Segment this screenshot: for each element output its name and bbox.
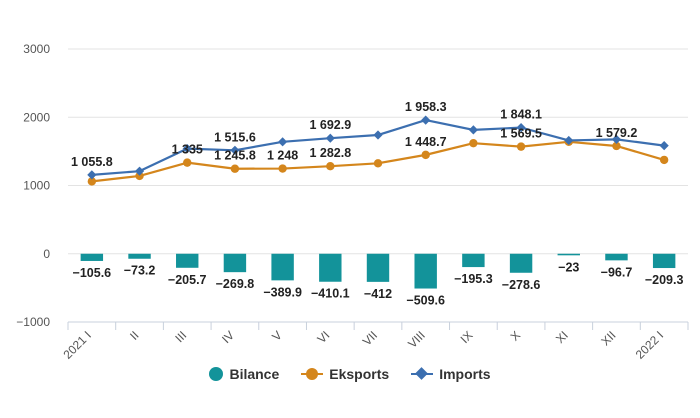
bilance-data-label: −105.6 bbox=[73, 266, 112, 280]
eksports-data-label: 1 245.8 bbox=[214, 149, 256, 163]
x-tick-label: 2021 I bbox=[60, 328, 93, 360]
bilance-bar bbox=[80, 253, 104, 261]
bilance-bar bbox=[605, 253, 628, 261]
eksports-point bbox=[230, 164, 240, 173]
imports-point bbox=[87, 170, 97, 180]
imports-point bbox=[325, 133, 335, 143]
eksports-point bbox=[659, 155, 669, 165]
x-tick-label: II bbox=[127, 328, 142, 343]
bilance-data-label: −389.9 bbox=[263, 285, 302, 299]
bilance-data-label: −509.6 bbox=[406, 294, 445, 308]
x-tick-label: XII bbox=[598, 328, 618, 348]
imports-point bbox=[516, 123, 526, 133]
x-axis: 2021 I II III IV V VI VII VIII IX X XI XII 2022 I bbox=[60, 321, 689, 360]
bilance-bar bbox=[176, 253, 199, 268]
legend-label-imports: Imports bbox=[439, 366, 491, 382]
bilance-bar bbox=[462, 253, 485, 268]
x-tick-label: VI bbox=[315, 328, 333, 346]
imports-point bbox=[659, 141, 669, 151]
imports-point bbox=[134, 166, 145, 176]
x-tick-label: X bbox=[508, 328, 524, 344]
imports-point bbox=[373, 130, 383, 140]
bilance-data-label: −195.3 bbox=[454, 272, 493, 286]
eksports-point bbox=[373, 159, 383, 168]
imports-point bbox=[611, 134, 622, 144]
imports-data-label: 1 958.3 bbox=[405, 100, 447, 114]
eksports-point bbox=[278, 164, 287, 173]
eksports-data-label: 1 569.5 bbox=[500, 127, 542, 141]
eksports-data-label: 1 282.8 bbox=[309, 146, 351, 160]
eksports-point bbox=[469, 138, 478, 148]
bilance-bars bbox=[80, 253, 676, 289]
eksports-point bbox=[516, 142, 526, 151]
bilance-bar bbox=[509, 253, 533, 273]
bilance-bar bbox=[366, 253, 390, 282]
bilance-data-label: −269.8 bbox=[216, 277, 255, 291]
y-tick-label: 0 bbox=[43, 247, 50, 261]
y-axis: −1000 0 1000 2000 3000 bbox=[16, 42, 50, 329]
x-tick-label: VIII bbox=[405, 328, 428, 351]
legend-symbol-imports bbox=[411, 367, 434, 381]
imports-point bbox=[278, 137, 288, 147]
y-tick-label: 2000 bbox=[23, 110, 50, 124]
x-tick-label: XI bbox=[553, 328, 571, 346]
bilance-bar bbox=[414, 253, 437, 289]
legend-symbol-bilance bbox=[209, 367, 224, 381]
imports-point bbox=[421, 115, 431, 125]
x-tick-label: III bbox=[172, 328, 189, 345]
legend-symbol-eksports bbox=[301, 367, 324, 381]
bilance-bar bbox=[319, 253, 342, 282]
bilance-data-label: −73.2 bbox=[124, 264, 156, 278]
legend-item-eksports[interactable]: Eksports bbox=[301, 366, 389, 382]
eksports-point bbox=[183, 158, 192, 167]
legend-label-bilance: Bilance bbox=[229, 366, 280, 382]
legend-label-eksports: Eksports bbox=[329, 366, 390, 382]
bilance-bar bbox=[271, 253, 294, 281]
eksports-point bbox=[326, 161, 335, 171]
bilance-data-label: −205.7 bbox=[168, 273, 207, 287]
imports-data-label: 1 692.9 bbox=[309, 118, 351, 132]
bilance-bar bbox=[128, 253, 151, 259]
eksports-point bbox=[612, 141, 621, 151]
imports-point bbox=[564, 135, 574, 146]
bilance-bar bbox=[557, 253, 580, 256]
eksports-data-label: 1 248 bbox=[267, 149, 298, 163]
series-lines bbox=[87, 115, 669, 186]
bilance-data-label: −23 bbox=[558, 260, 579, 274]
bilance-data-label: −278.6 bbox=[502, 278, 541, 292]
eksports-data-label: 1 448.7 bbox=[405, 135, 447, 149]
imports-point bbox=[230, 145, 240, 155]
eksports-data-label: 1 579.2 bbox=[596, 126, 638, 140]
imports-point bbox=[182, 144, 192, 154]
eksports-point bbox=[135, 171, 144, 181]
bilance-data-label: −209.3 bbox=[645, 273, 684, 287]
imports-data-label: 1 055.8 bbox=[71, 155, 113, 169]
bilance-bar bbox=[652, 253, 676, 269]
eksports-data-label: 1 335 bbox=[172, 143, 203, 157]
y-tick-label: 1000 bbox=[23, 179, 50, 193]
imports-data-label: 1 515.6 bbox=[214, 130, 256, 144]
bilance-data-label: −410.1 bbox=[311, 287, 350, 301]
bilance-bar bbox=[223, 253, 247, 273]
x-tick-label: V bbox=[269, 328, 285, 344]
legend: Bilance Eksports Imports bbox=[0, 362, 700, 386]
x-tick-label: 2022 I bbox=[633, 328, 666, 360]
legend-item-bilance[interactable]: Bilance bbox=[209, 366, 279, 382]
y-tick-label: 3000 bbox=[23, 42, 50, 56]
x-tick-label: IV bbox=[219, 328, 237, 346]
x-tick-label: VII bbox=[360, 328, 380, 348]
bilance-data-label: −412 bbox=[364, 287, 392, 301]
imports-point bbox=[468, 125, 478, 135]
x-tick-label: IX bbox=[458, 328, 476, 346]
data-labels: −105.6 −73.2−205.7 −269.8−389.9 −410.1 −412−… bbox=[71, 100, 683, 307]
legend-item-imports[interactable]: Imports bbox=[411, 366, 491, 382]
y-tick-label: −1000 bbox=[16, 315, 50, 329]
bilance-data-label: −96.7 bbox=[601, 265, 633, 279]
eksports-point bbox=[421, 150, 430, 160]
imports-data-label: 1 848.1 bbox=[500, 108, 542, 122]
eksports-point bbox=[87, 177, 97, 186]
